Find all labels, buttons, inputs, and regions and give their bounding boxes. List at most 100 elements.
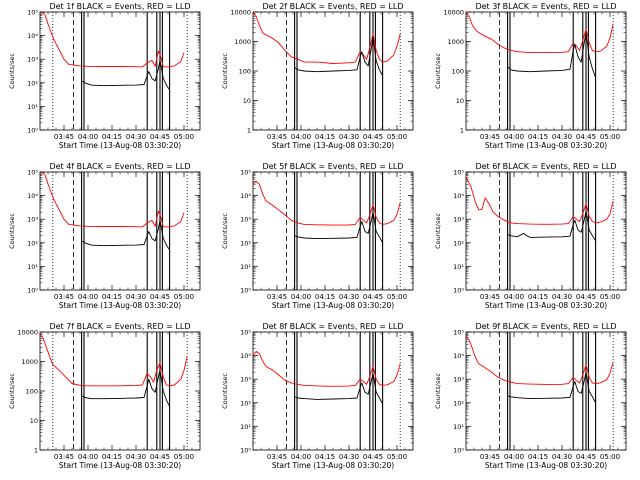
panel-6-xtick-label: 05:00 [600,293,620,301]
panel-5-series-black [294,211,383,244]
panel-4-frame [39,171,201,291]
panel-6-xtick-label: 04:00 [504,293,524,301]
panel-7-ytick-label: 10000 [17,329,38,337]
panel-1-series-group [40,12,185,91]
panel-6-ytick-label: 10¹ [453,263,464,271]
panel-4-xlabel: Start Time (13-Aug-08 03:30:20) [59,301,181,310]
panel-1-ytick-label: 10¹ [27,103,38,111]
panel-4-ytick-label: 10¹ [27,263,38,271]
panel-5-ytick-label: 10³ [240,216,251,224]
panel-9-series-black [507,371,596,404]
panel-1-ylabel: Counts/sec [8,53,16,89]
panel-3-ytick-label: 10 [456,97,464,105]
panel-2-ytick-label: 1 [247,127,251,135]
panel-2-xtick-label: 04:00 [291,133,311,141]
panel-2-ylabel: Counts/sec [221,53,229,89]
panel-5-frame [252,171,414,291]
panel-1-ytick-label: 10⁵ [27,9,38,17]
panel-3-xlabel: Start Time (13-Aug-08 03:30:20) [485,141,607,150]
panel-4-series-group [40,172,185,251]
panel-4-ytick-label: 10² [27,239,38,247]
panel-7-xtick-label: 05:00 [174,453,194,461]
panel-2-title: Det 2f BLACK = Events, RED = LLD [262,2,403,11]
panel-3-ytick-label: 100 [452,68,464,76]
panel-5-series-group [253,180,401,244]
panel-5-xtick-label: 03:45 [267,293,287,301]
panel-8-ytick-label: 10⁵ [240,329,251,337]
panel-8-xtick-label: 04:30 [339,453,359,461]
panel-5-xlabel: Start Time (13-Aug-08 03:30:20) [272,301,394,310]
panel-3-ytick-label: 1 [460,127,464,135]
panel-9-ytick-label: 10¹ [453,423,464,431]
panel-7-xtick-label: 04:15 [102,453,122,461]
panel-4-series-black [81,219,170,251]
panel-9-xtick-label: 03:45 [480,453,500,461]
panel-8-ytick-label: 10² [240,399,251,407]
panel-5-xtick-label: 04:30 [339,293,359,301]
panel-3-series-black [507,32,597,78]
panel-7-ylabel: Counts/sec [8,373,16,409]
panel-7-xtick-label: 03:45 [54,453,74,461]
panel-9-ytick-label: 10⁰ [453,447,464,455]
panel-3-xtick-label: 04:00 [504,133,524,141]
panel-7-series-black [81,369,171,407]
panel-3-series-red [466,12,614,54]
panel-3-xtick-label: 05:00 [600,133,620,141]
panel-5-xtick-label: 05:00 [387,293,407,301]
panel-1-frame [39,11,201,131]
panel-1-xtick-label: 04:30 [126,133,146,141]
panel-4-xtick-label: 04:15 [102,293,122,301]
panel-1-xtick-label: 04:15 [102,133,122,141]
panel-1-xtick-label: 04:45 [150,133,170,141]
panel-6-ylabel: Counts/sec [434,213,442,249]
panel-8: Det 8f BLACK = Events, RED = LLD 10⁰ 10¹ 10… [221,322,414,470]
panel-8-ylabel: Counts/sec [221,373,229,409]
panel-8-ytick-label: 10³ [240,376,251,384]
panel-3-xtick-label: 04:45 [576,133,596,141]
panel-1-title: Det 1f BLACK = Events, RED = LLD [49,2,190,11]
panel-2-xtick-label: 04:45 [363,133,383,141]
panel-2-series-black [294,36,383,76]
panel-8-series-red [253,350,401,387]
panel-1-xtick-label: 05:00 [174,133,194,141]
panel-4-ytick-label: 10⁵ [27,169,38,177]
panel-3-ytick-label: 10000 [443,9,464,17]
panel-6-series-black [507,210,596,242]
panel-8-frame [252,331,414,451]
panel-3-ylabel: Counts/sec [434,53,442,89]
panel-3-series-group [466,12,614,78]
panel-6-xtick-label: 04:45 [576,293,596,301]
panel-5-xtick-label: 04:15 [315,293,335,301]
panel-4-xtick-label: 03:45 [54,293,74,301]
panel-1: Det 1f BLACK = Events, RED = LLD 10⁰ 10¹ 10… [8,2,201,150]
panel-8-series-group [253,350,401,405]
panel-6-ytick-label: 10² [453,239,464,247]
panel-9-xlabel: Start Time (13-Aug-08 03:30:20) [485,461,607,470]
panel-8-xlabel: Start Time (13-Aug-08 03:30:20) [272,461,394,470]
panel-5: Det 5f BLACK = Events, RED = LLD 10⁰ 10¹ 10… [221,162,414,310]
panel-9-series-group [466,335,614,404]
panel-6-xlabel: Start Time (13-Aug-08 03:30:20) [485,301,607,310]
panel-9-ytick-label: 10² [453,399,464,407]
panel-8-ytick-label: 10⁴ [240,352,251,360]
panel-5-ytick-label: 10⁴ [240,192,251,200]
panel-2-xlabel: Start Time (13-Aug-08 03:30:20) [272,141,394,150]
panel-8-series-black [294,372,383,405]
panel-7-ytick-label: 1 [34,447,38,455]
panel-7-xtick-label: 04:30 [126,453,146,461]
panel-9-ylabel: Counts/sec [434,373,442,409]
panel-4-series-red [40,172,185,228]
panel-4-ytick-label: 10⁴ [27,192,38,200]
panel-8-xtick-label: 04:15 [315,453,335,461]
panel-6-xtick-label: 04:30 [552,293,572,301]
panel-5-ytick-label: 10² [240,239,251,247]
panel-3-title: Det 3f BLACK = Events, RED = LLD [475,2,616,11]
panel-3-xtick-label: 03:45 [480,133,500,141]
panel-8-xtick-label: 03:45 [267,453,287,461]
panel-9-frame [465,331,627,451]
panel-8-ytick-label: 10¹ [240,423,251,431]
panel-7-ytick-label: 1000 [21,358,38,366]
panel-1-series-red [40,12,185,68]
panel-4-ytick-label: 10³ [27,216,38,224]
